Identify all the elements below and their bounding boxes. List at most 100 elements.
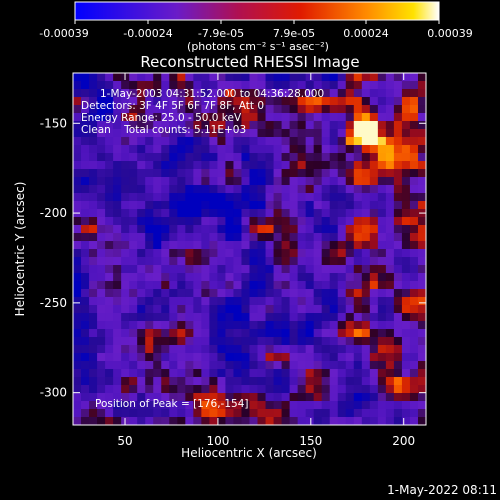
heatmap-cell — [89, 361, 98, 370]
heatmap-cell — [177, 161, 186, 170]
heatmap-cell — [185, 313, 194, 322]
heatmap-cell — [385, 297, 395, 306]
heatmap-cell — [305, 257, 315, 266]
heatmap-cell — [249, 97, 259, 106]
heatmap-cell — [305, 345, 315, 354]
heatmap-cell — [153, 193, 162, 202]
heatmap-cell — [161, 201, 170, 210]
heatmap-cell — [145, 401, 154, 410]
heatmap-cell — [265, 385, 275, 394]
heatmap-cell — [329, 121, 339, 130]
heatmap-cell — [153, 281, 162, 290]
heatmap-cell — [417, 393, 426, 402]
heatmap-cell — [81, 353, 90, 362]
heatmap-cell — [401, 337, 411, 346]
heatmap-cell — [137, 409, 146, 418]
heatmap-cell — [225, 185, 235, 194]
heatmap-cell — [177, 249, 186, 258]
heatmap-cell — [305, 233, 315, 242]
heatmap-cell — [201, 81, 210, 90]
heatmap-cell — [377, 337, 387, 346]
heatmap-cell — [105, 233, 114, 242]
heatmap-cell — [329, 217, 339, 226]
heatmap-cell — [393, 289, 403, 298]
heatmap-cell — [345, 353, 355, 362]
heatmap-cell — [273, 113, 283, 122]
heatmap-cell — [321, 257, 331, 266]
heatmap-cell — [321, 121, 331, 130]
heatmap-cell — [377, 81, 387, 90]
heatmap-cell — [129, 337, 138, 346]
heatmap-cell — [257, 121, 267, 130]
heatmap-cell — [201, 369, 210, 378]
heatmap-cell — [169, 409, 178, 418]
heatmap-cell — [345, 401, 355, 410]
heatmap-cell — [361, 209, 371, 218]
heatmap-cell — [217, 201, 227, 210]
heatmap-cell — [281, 113, 291, 122]
heatmap-cell — [185, 289, 194, 298]
heatmap-cell — [169, 233, 178, 242]
heatmap-cell — [417, 225, 426, 234]
heatmap-cell — [225, 361, 235, 370]
heatmap-cell — [209, 297, 219, 306]
heatmap-cell — [153, 153, 162, 162]
heatmap-cell — [385, 105, 395, 114]
heatmap-cell — [177, 297, 186, 306]
heatmap-cell — [81, 225, 90, 234]
heatmap-cell — [297, 185, 307, 194]
heatmap-cell — [361, 289, 371, 298]
heatmap-cell — [321, 361, 331, 370]
heatmap-cell — [305, 361, 315, 370]
heatmap-cell — [233, 297, 243, 306]
heatmap-cell — [345, 385, 355, 394]
heatmap-cell — [369, 89, 379, 98]
heatmap-cell — [321, 209, 331, 218]
heatmap-cell — [193, 265, 202, 274]
heatmap-cell — [329, 177, 339, 186]
heatmap-cell — [209, 169, 219, 178]
heatmap-cell — [289, 281, 299, 290]
heatmap-cell — [169, 137, 178, 146]
heatmap-cell — [145, 417, 154, 425]
heatmap-cell — [137, 129, 146, 138]
heatmap-cell — [233, 305, 243, 314]
heatmap-cell — [297, 377, 307, 386]
heatmap-cell — [377, 185, 387, 194]
heatmap-cell — [345, 321, 355, 330]
heatmap-cell — [313, 97, 323, 106]
heatmap-cell — [281, 153, 291, 162]
heatmap-cell — [81, 185, 90, 194]
heatmap-cell — [369, 121, 379, 130]
colorbar-tick-label: -7.9e-05 — [198, 27, 244, 40]
heatmap-cell — [273, 265, 283, 274]
heatmap-cell — [217, 105, 227, 114]
y-tick-label: -150 — [40, 116, 67, 130]
heatmap-cell — [297, 217, 307, 226]
heatmap-cell — [353, 289, 363, 298]
heatmap-cell — [249, 233, 259, 242]
heatmap-cell — [305, 305, 315, 314]
heatmap-cell — [321, 297, 331, 306]
heatmap-cell — [377, 417, 387, 425]
heatmap-cell — [97, 265, 106, 274]
heatmap-cell — [385, 265, 395, 274]
heatmap-cell — [121, 241, 130, 250]
heatmap-cell — [153, 217, 162, 226]
heatmap-cell — [153, 121, 162, 130]
heatmap-cell — [169, 97, 178, 106]
heatmap-cell — [345, 217, 355, 226]
heatmap-cell — [297, 273, 307, 282]
heatmap-cell — [345, 81, 355, 90]
heatmap-cell — [337, 409, 347, 418]
heatmap-cell — [113, 401, 122, 410]
heatmap-cell — [289, 177, 299, 186]
heatmap-cell — [273, 153, 283, 162]
heatmap-cell — [257, 225, 267, 234]
heatmap-cell — [377, 201, 387, 210]
heatmap-cell — [209, 401, 219, 410]
heatmap-cell — [145, 393, 154, 402]
heatmap-cell — [289, 337, 299, 346]
heatmap-cell — [201, 89, 210, 98]
heatmap-cell — [377, 385, 387, 394]
